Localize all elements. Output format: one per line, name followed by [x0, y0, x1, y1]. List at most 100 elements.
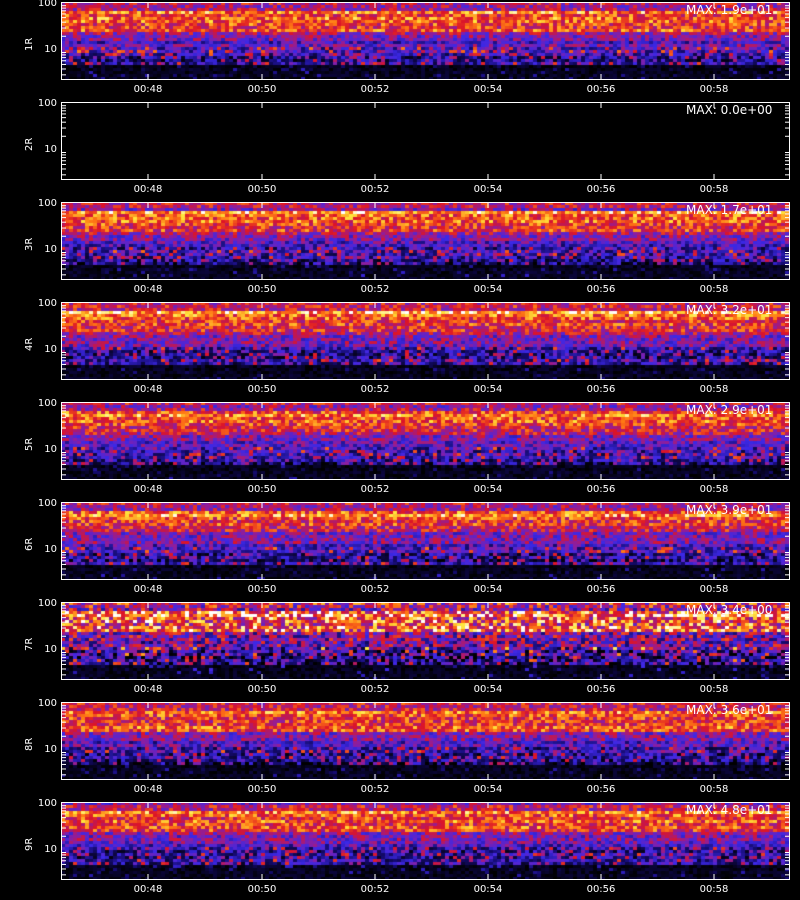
- panel-ticks: [61, 502, 790, 580]
- panel-frame: [61, 2, 790, 80]
- x-tick-label: 00:52: [360, 784, 390, 795]
- x-tick-label: 00:52: [360, 384, 390, 395]
- panel-frame: [61, 102, 790, 180]
- x-tick-label: 00:52: [360, 84, 390, 95]
- y-tick-label: 10: [44, 644, 57, 656]
- x-tick-label: 00:58: [699, 84, 729, 95]
- x-tick-label: 00:54: [473, 784, 503, 795]
- x-tick-label: 00:56: [586, 384, 616, 395]
- y-tick-label: 100: [37, 297, 57, 309]
- x-tick-label: 00:56: [586, 284, 616, 295]
- x-tick-label: 00:58: [699, 784, 729, 795]
- x-tick-label: 00:58: [699, 884, 729, 895]
- spectrogram-heatmap: [61, 202, 790, 280]
- y-tick-label: 100: [37, 697, 57, 709]
- y-tick-label: 10: [44, 44, 57, 56]
- panel-ticks: [61, 602, 790, 680]
- panel-frame: [61, 202, 790, 280]
- spectrogram-heatmap: [61, 502, 790, 580]
- y-tick-label: 100: [37, 397, 57, 409]
- panel-max-label: MAX: 0.0e+00: [686, 103, 773, 117]
- panel-frame: [61, 802, 790, 880]
- x-tick-label: 00:54: [473, 384, 503, 395]
- x-tick-label: 00:56: [586, 884, 616, 895]
- x-tick-label: 00:58: [699, 584, 729, 595]
- spectrogram-heatmap: [61, 102, 790, 180]
- x-tick-label: 00:48: [133, 484, 163, 495]
- x-tick-label: 00:58: [699, 484, 729, 495]
- x-tick-label: 00:56: [586, 684, 616, 695]
- x-tick-label: 00:50: [247, 84, 277, 95]
- y-tick-label: 10: [44, 144, 57, 156]
- x-tick-label: 00:50: [247, 384, 277, 395]
- x-tick-label: 00:56: [586, 584, 616, 595]
- y-tick-label: 10: [44, 844, 57, 856]
- spectrogram-heatmap: [61, 702, 790, 780]
- x-tick-label: 00:58: [699, 684, 729, 695]
- panel-max-label: MAX: 3.6e+01: [686, 703, 773, 717]
- x-tick-label: 00:58: [699, 384, 729, 395]
- panel-frame: [61, 402, 790, 480]
- y-tick-label: 10: [44, 344, 57, 356]
- panel-ticks: [61, 302, 790, 380]
- x-tick-label: 00:52: [360, 684, 390, 695]
- y-tick-label: 100: [37, 0, 57, 9]
- x-tick-label: 00:52: [360, 584, 390, 595]
- panel-frame: [61, 502, 790, 580]
- y-tick-label: 100: [37, 597, 57, 609]
- x-tick-label: 00:54: [473, 184, 503, 195]
- x-tick-label: 00:50: [247, 484, 277, 495]
- x-tick-label: 00:56: [586, 784, 616, 795]
- x-tick-label: 00:50: [247, 184, 277, 195]
- x-tick-label: 00:54: [473, 284, 503, 295]
- x-tick-label: 00:54: [473, 484, 503, 495]
- x-tick-label: 00:50: [247, 584, 277, 595]
- x-tick-label: 00:50: [247, 684, 277, 695]
- x-tick-label: 00:54: [473, 684, 503, 695]
- panel-frame: [61, 702, 790, 780]
- y-tick-label: 10: [44, 244, 57, 256]
- y-tick-label: 10: [44, 544, 57, 556]
- x-tick-label: 00:52: [360, 884, 390, 895]
- y-tick-label: 100: [37, 497, 57, 509]
- y-tick-label: 10: [44, 744, 57, 756]
- y-tick-label: 100: [37, 797, 57, 809]
- y-tick-label: 10: [44, 444, 57, 456]
- panel-max-label: MAX: 3.4e+00: [686, 603, 773, 617]
- x-tick-label: 00:48: [133, 384, 163, 395]
- panel-ticks: [61, 402, 790, 480]
- spectrogram-heatmap: [61, 302, 790, 380]
- panel-max-label: MAX: 2.9e+01: [686, 403, 773, 417]
- spectrogram-heatmap: [61, 802, 790, 880]
- panel-max-label: MAX: 3.9e+01: [686, 503, 773, 517]
- x-tick-label: 00:48: [133, 684, 163, 695]
- panel-ticks: [61, 702, 790, 780]
- panel-max-label: MAX: 3.2e+01: [686, 303, 773, 317]
- x-tick-label: 00:48: [133, 184, 163, 195]
- x-tick-label: 00:56: [586, 484, 616, 495]
- x-tick-label: 00:52: [360, 184, 390, 195]
- panel-ticks: [61, 202, 790, 280]
- x-tick-label: 00:56: [586, 184, 616, 195]
- x-tick-label: 00:54: [473, 84, 503, 95]
- panel-max-label: MAX: 1.7e+01: [686, 203, 773, 217]
- panel-max-label: MAX: 4.8e+01: [686, 803, 773, 817]
- x-tick-label: 00:50: [247, 284, 277, 295]
- x-tick-label: 00:48: [133, 84, 163, 95]
- spectrogram-heatmap: [61, 2, 790, 80]
- panel-max-label: MAX: 1.9e+01: [686, 3, 773, 17]
- x-tick-label: 00:54: [473, 584, 503, 595]
- x-tick-label: 00:48: [133, 784, 163, 795]
- x-tick-label: 00:56: [586, 84, 616, 95]
- x-tick-label: 00:48: [133, 884, 163, 895]
- x-tick-label: 00:48: [133, 584, 163, 595]
- x-tick-label: 00:50: [247, 884, 277, 895]
- y-tick-label: 100: [37, 197, 57, 209]
- x-tick-label: 00:48: [133, 284, 163, 295]
- x-tick-label: 00:54: [473, 884, 503, 895]
- x-tick-label: 00:58: [699, 284, 729, 295]
- y-tick-label: 100: [37, 97, 57, 109]
- spectrogram-heatmap: [61, 402, 790, 480]
- panel-frame: [61, 602, 790, 680]
- panel-ticks: [61, 802, 790, 880]
